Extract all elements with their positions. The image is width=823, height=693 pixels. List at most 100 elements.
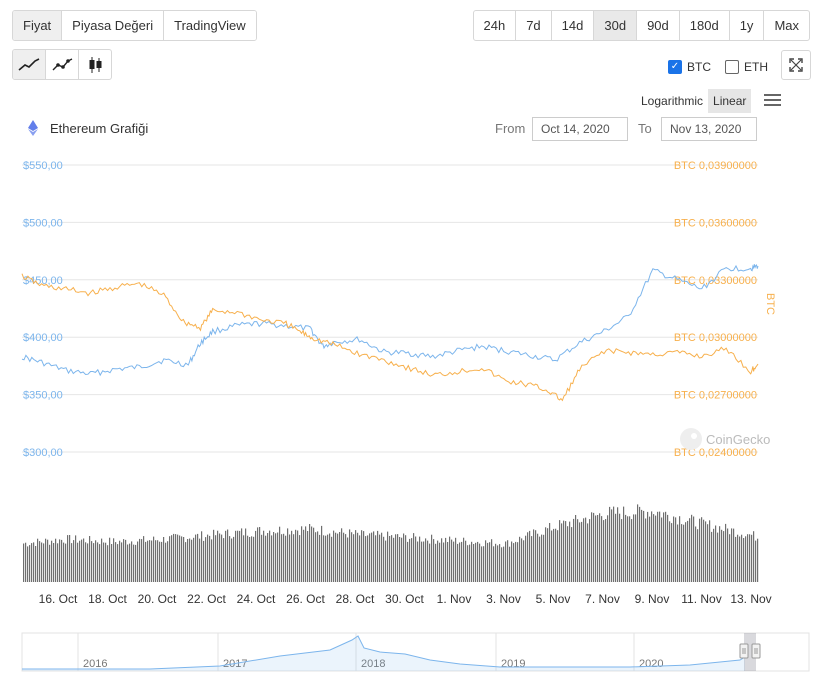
volume-bar [409,538,411,582]
y-left-tick-label: $400,00 [23,332,63,344]
volume-bar [585,517,587,582]
to-date-input[interactable]: Nov 13, 2020 [661,117,757,141]
volume-bar [371,532,373,582]
tab-price[interactable]: Fiyat [13,11,63,40]
logarithmic-button[interactable]: Logarithmic [641,94,704,108]
volume-bar [119,540,121,582]
candlestick-button[interactable] [79,50,111,79]
volume-bar [261,534,263,582]
volume-bar [135,544,137,582]
volume-bar [509,546,511,582]
volume-bar [207,534,209,582]
navigator-year-label: 2018 [361,658,385,670]
volume-bar [739,536,741,582]
volume-bar [113,538,115,582]
volume-bar [639,506,641,582]
volume-bar [249,537,251,582]
volume-bar [595,515,597,582]
range-1y[interactable]: 1y [730,11,765,40]
linear-button[interactable]: Linear [708,89,752,113]
volume-bar [29,545,31,582]
range-max[interactable]: Max [774,18,799,33]
x-tick-label: 9. Nov [635,592,670,606]
navigator-handle[interactable] [739,643,749,659]
volume-bar [517,542,519,582]
volume-bar [133,544,135,582]
volume-bar [329,533,331,582]
x-tick-label: 28. Oct [336,592,375,606]
volume-bar [647,511,649,582]
volume-bar [153,536,155,582]
volume-bar [251,536,253,582]
volume-bar [737,534,739,582]
volume-bar [547,528,549,582]
volume-bar [741,534,743,582]
volume-bar [367,535,369,582]
navigator-handle[interactable] [751,643,761,659]
volume-bar [383,536,385,582]
volume-bar [177,534,179,582]
compare-eth-checkbox[interactable]: ETH [725,60,768,74]
volume-bar [469,544,471,582]
range-7d[interactable]: 7d [516,11,552,40]
volume-bar [457,543,459,582]
volume-bar [27,546,29,582]
y-right-tick-label: BTC 0,03900000 [674,160,757,172]
volume-bar [289,534,291,582]
volume-bar [613,506,615,582]
compare-btc-checkbox[interactable]: ✓ BTC [668,60,711,74]
volume-bar [567,526,569,582]
fullscreen-button[interactable] [781,50,811,80]
volume-bar [617,507,619,582]
volume-bar [733,528,735,582]
chart-menu-button[interactable] [764,91,781,109]
volume-bar [141,539,143,582]
volume-bar [599,513,601,582]
volume-bar [103,542,105,582]
tab-tradingview[interactable]: TradingView [164,11,256,40]
volume-bar [557,530,559,582]
volume-bar [271,535,273,582]
volume-bar [83,538,85,582]
volume-bar [609,506,611,582]
volume-bar [645,518,647,582]
volume-bar [543,534,545,582]
volume-bar [181,536,183,582]
volume-bar [361,530,363,582]
range-30d[interactable]: 30d [594,11,638,40]
line-dots-chart-button[interactable] [46,50,79,79]
compare-options: ✓ BTC ETH [668,60,782,74]
volume-bar [219,533,221,582]
y-right-tick-label: BTC 0,03300000 [674,275,757,287]
ethereum-logo-icon [28,120,38,136]
volume-bar [591,512,593,582]
volume-bar [487,542,489,582]
volume-bar [315,532,317,582]
volume-bar [43,543,45,582]
range-24h[interactable]: 24h [474,11,517,40]
volume-bar [619,513,621,582]
volume-bar [243,535,245,582]
volume-bar [331,536,333,582]
tab-market-cap[interactable]: Piyasa Değeri [62,11,165,40]
y-right-axis-label: BTC [764,293,776,315]
range-14d[interactable]: 14d [552,11,595,40]
navigator-selection[interactable] [744,633,756,671]
volume-bar [223,538,225,582]
volume-bar [611,509,613,582]
volume-bar [101,538,103,582]
volume-bar [641,509,643,582]
range-90d[interactable]: 90d [637,11,680,40]
range-180d[interactable]: 180d [680,11,730,40]
to-label: To [638,121,652,136]
volume-bar [743,538,745,582]
from-date-input[interactable]: Oct 14, 2020 [532,117,628,141]
volume-bar [175,534,177,582]
volume-bar [711,531,713,582]
volume-bar [683,524,685,582]
line-chart-button[interactable] [13,50,46,79]
volume-bar [503,546,505,582]
volume-bar [561,523,563,582]
volume-bar [273,532,275,582]
